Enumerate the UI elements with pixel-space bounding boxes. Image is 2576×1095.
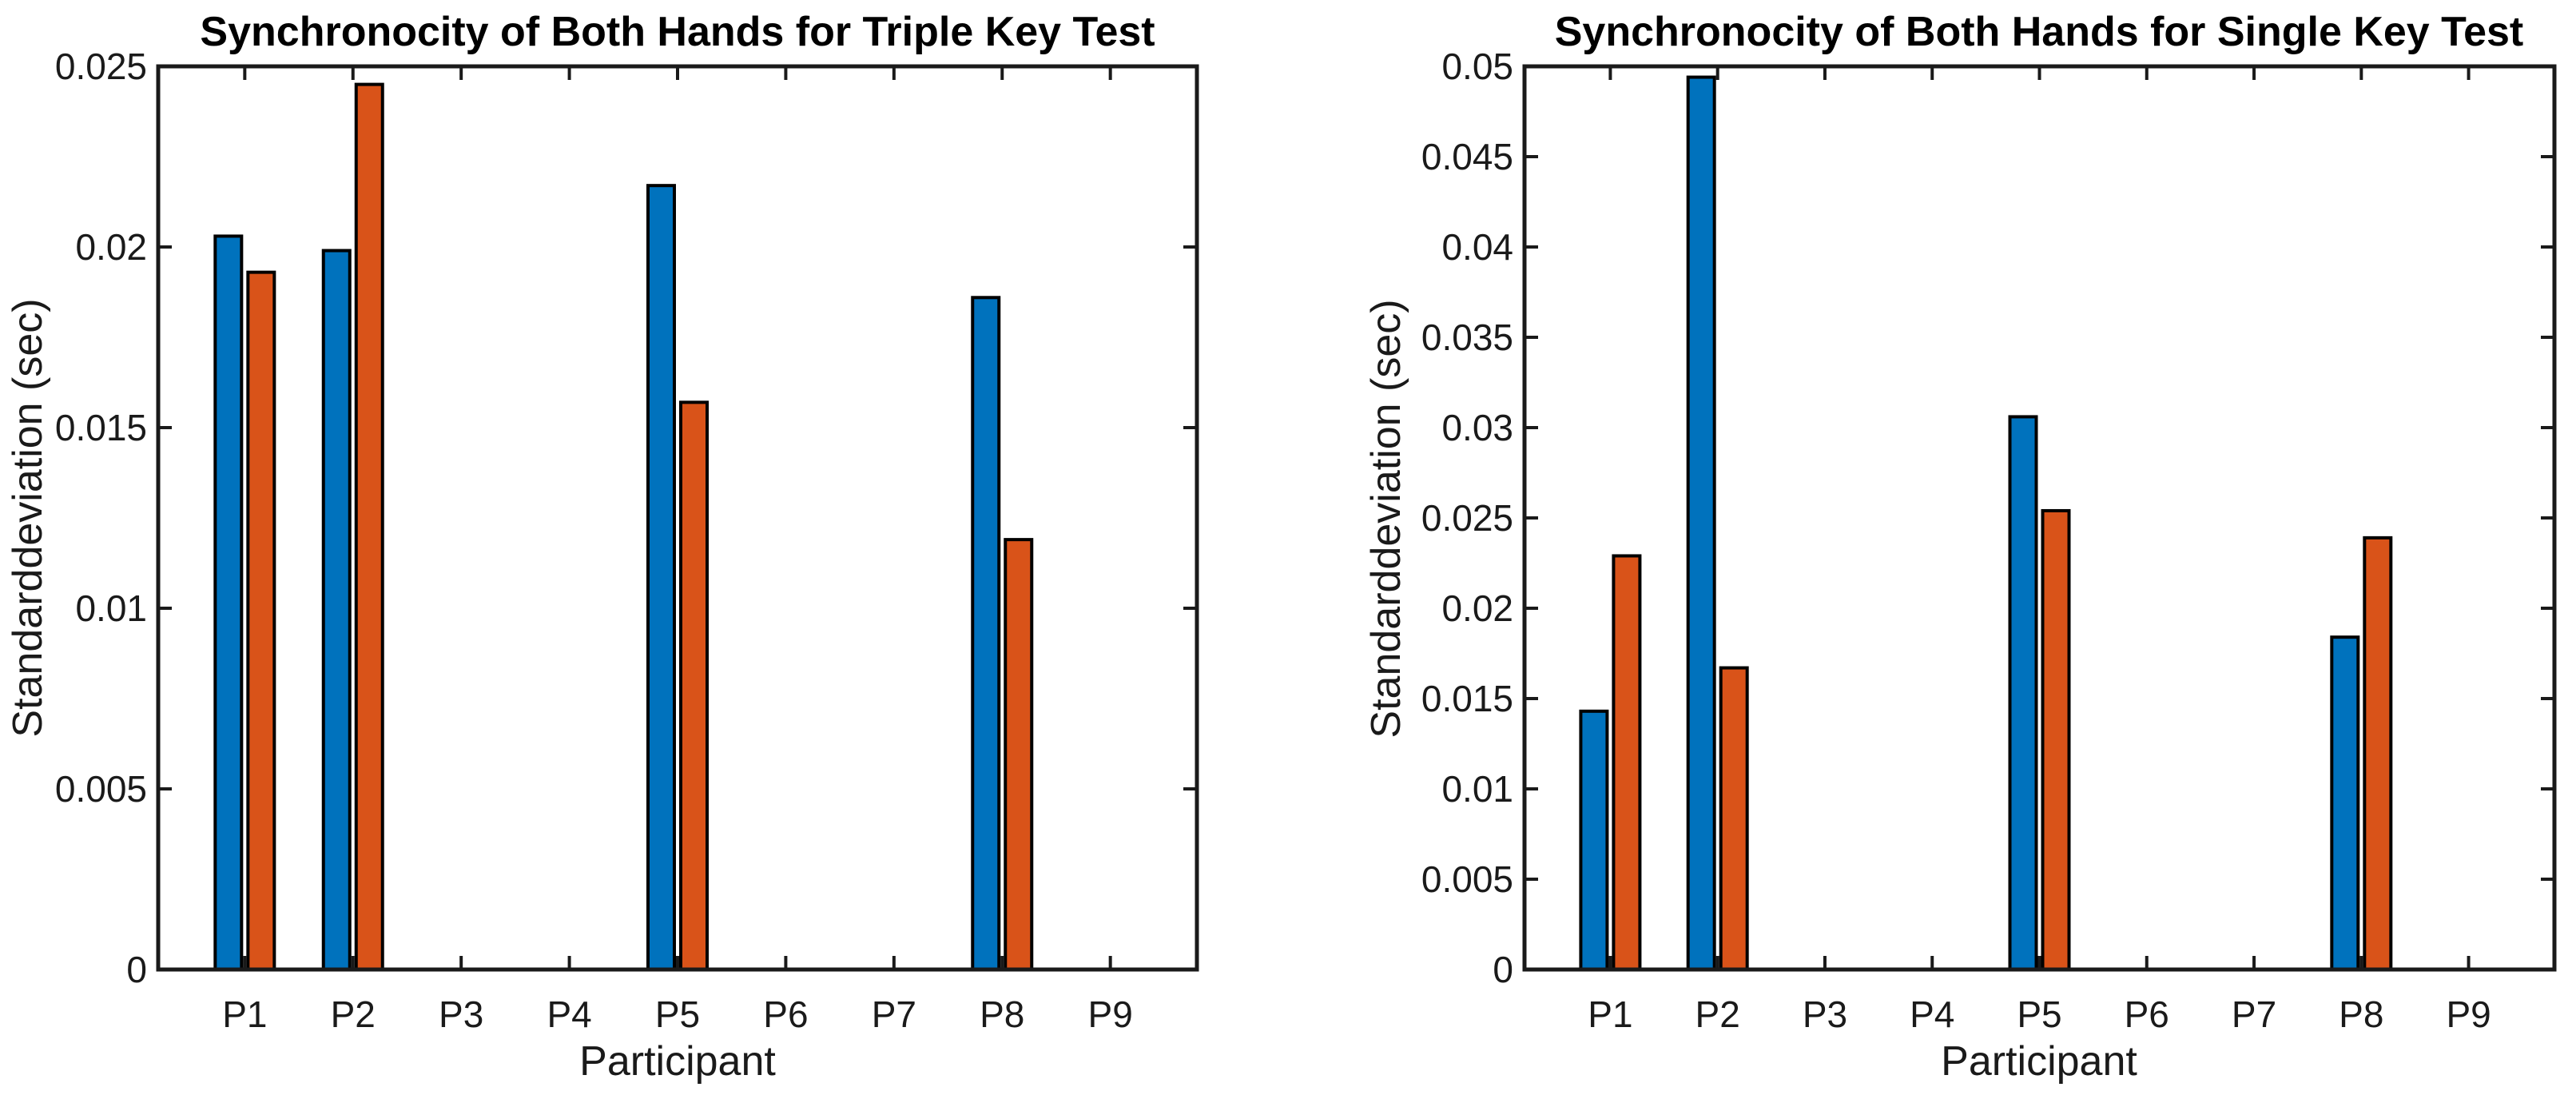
y-tick-label: 0.015 bbox=[55, 407, 147, 448]
y-tick-label: 0.02 bbox=[75, 226, 147, 268]
y-tick-label: 0.005 bbox=[55, 768, 147, 810]
y-tick-label: 0.04 bbox=[1441, 226, 1513, 268]
x-tick-label: P6 bbox=[2125, 993, 2169, 1035]
y-tick-label: 0 bbox=[126, 949, 147, 990]
x-tick-label: P8 bbox=[2339, 993, 2383, 1035]
x-axis-label: Participant bbox=[579, 1038, 776, 1085]
bar-P2-orange bbox=[1719, 666, 1749, 972]
x-tick-label: P1 bbox=[1588, 993, 1632, 1035]
x-tick-label: P7 bbox=[2232, 993, 2276, 1035]
y-tick-label: 0.025 bbox=[55, 46, 147, 87]
bar-P5-blue bbox=[646, 184, 676, 972]
y-tick-label: 0.025 bbox=[1421, 497, 1513, 539]
x-tick-label: P3 bbox=[439, 993, 483, 1035]
bar-P8-blue bbox=[971, 296, 1001, 971]
axes-box bbox=[156, 64, 1199, 972]
y-tick-label: 0.01 bbox=[75, 587, 147, 629]
bar-P1-blue bbox=[213, 234, 244, 971]
y-tick-label: 0.02 bbox=[1441, 587, 1513, 629]
x-tick-label: P6 bbox=[763, 993, 808, 1035]
bar-P8-orange bbox=[1004, 538, 1034, 971]
y-tick-label: 0.03 bbox=[1441, 407, 1513, 448]
bar-P8-orange bbox=[2363, 536, 2393, 971]
axes-box bbox=[1522, 64, 2557, 972]
x-tick-label: P2 bbox=[331, 993, 376, 1035]
chart-title: Synchronocity of Both Hands for Single K… bbox=[1555, 9, 2524, 55]
x-tick-label: P3 bbox=[1803, 993, 1847, 1035]
triple-key-test-chart: 0 0.005 0.01 0.015 0.02 0.025 P1 P2 P3 P4 P5 P6 P7 P8… bbox=[5, 9, 1199, 1085]
y-tick-label: 0 bbox=[1493, 949, 1513, 990]
x-tick-label: P4 bbox=[1910, 993, 1954, 1035]
y-tick-label: 0.035 bbox=[1421, 317, 1513, 358]
bar-P5-orange bbox=[2041, 508, 2071, 971]
y-tick-label: 0.005 bbox=[1421, 858, 1513, 900]
y-axis-label: Standarddeviation (sec) bbox=[5, 298, 51, 737]
y-tick-label: 0.045 bbox=[1421, 136, 1513, 177]
x-tick-label: P9 bbox=[2446, 993, 2491, 1035]
x-tick-label: P9 bbox=[1088, 993, 1133, 1035]
bar-P2-blue bbox=[1686, 75, 1716, 971]
bar-P5-blue bbox=[2008, 415, 2038, 971]
y-axis-label: Standarddeviation (sec) bbox=[1363, 299, 1409, 738]
x-tick-label: P4 bbox=[547, 993, 591, 1035]
bar-P1-orange bbox=[246, 270, 276, 971]
chart-title: Synchronocity of Both Hands for Triple K… bbox=[200, 9, 1155, 55]
bar-P8-blue bbox=[2330, 635, 2360, 971]
bar-P2-blue bbox=[321, 249, 352, 971]
x-tick-label: P7 bbox=[872, 993, 916, 1035]
bar-P1-orange bbox=[1612, 554, 1642, 971]
y-tick-label: 0.01 bbox=[1441, 768, 1513, 810]
bar-P5-orange bbox=[679, 400, 709, 971]
y-tick-label: 0.015 bbox=[1421, 678, 1513, 719]
x-tick-label: P8 bbox=[980, 993, 1024, 1035]
x-tick-label: P5 bbox=[655, 993, 700, 1035]
y-tick-label: 0.05 bbox=[1441, 46, 1513, 87]
single-key-test-chart: 0 0.005 0.01 0.015 0.02 0.025 0.03 0.035 0.04 0.0… bbox=[1363, 9, 2557, 1085]
bar-P2-orange bbox=[354, 82, 384, 972]
x-axis-label: Participant bbox=[1941, 1038, 2137, 1085]
x-tick-label: P2 bbox=[1695, 993, 1740, 1035]
x-tick-label: P1 bbox=[222, 993, 267, 1035]
x-tick-label: P5 bbox=[2017, 993, 2061, 1035]
bar-P1-blue bbox=[1579, 709, 1609, 971]
